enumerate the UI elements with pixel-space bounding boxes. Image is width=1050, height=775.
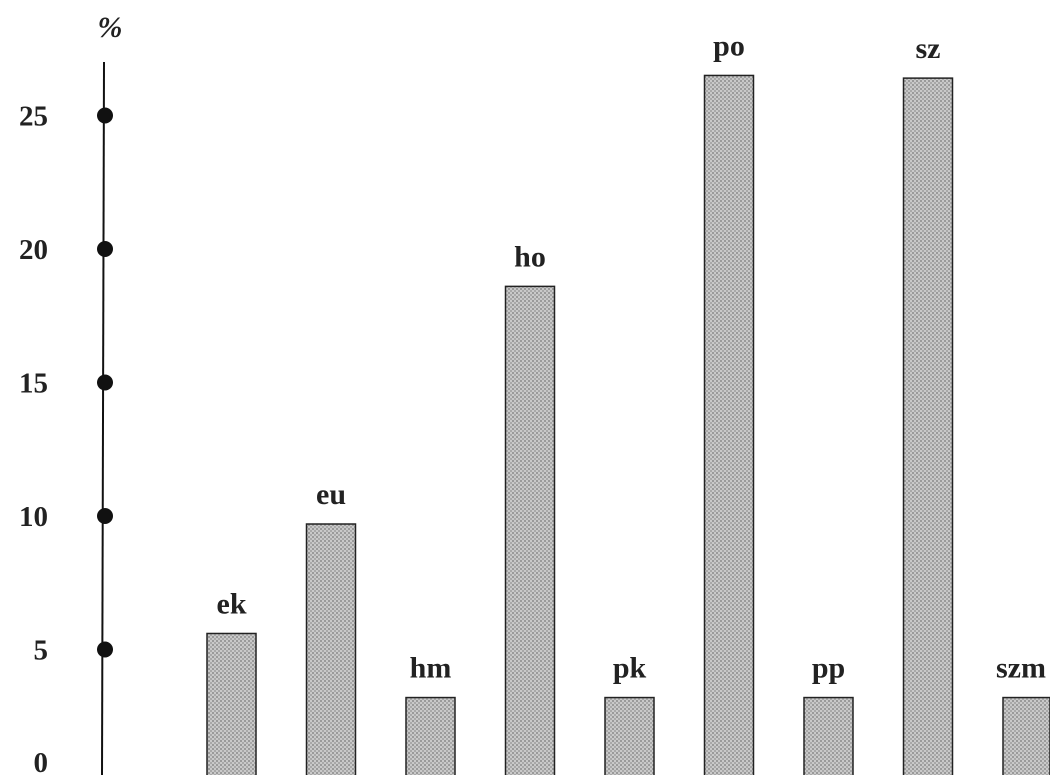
y-axis-line [101, 61, 105, 775]
y-tick-label: 20 [19, 234, 48, 266]
bar-sz [902, 77, 954, 775]
bar-label-ho: ho [514, 240, 546, 273]
bar-label-ek: ek [217, 587, 247, 620]
bar-po [703, 74, 755, 775]
bar-label-sz: sz [916, 32, 941, 65]
y-tick-label: 0 [34, 747, 49, 775]
bar-label-pk: pk [613, 652, 647, 685]
bar-ek [206, 632, 257, 775]
bar-pp [803, 696, 854, 775]
y-tick-label: 5 [34, 635, 49, 667]
bar-hm [405, 696, 456, 775]
bar-label-po: po [713, 29, 745, 62]
y-axis-unit-label: % [98, 11, 123, 44]
y-tick-marker [97, 107, 113, 124]
y-tick-marker [97, 241, 113, 257]
bar-szm [1002, 696, 1050, 775]
bar-labels: ek eu hm ho pk po pp sz szm [217, 29, 1047, 684]
bars [206, 74, 1050, 775]
bar-ho [504, 285, 556, 775]
bar-label-eu: eu [316, 478, 346, 511]
y-axis: % 0 5 10 15 20 25 [19, 11, 123, 775]
bar-pk [604, 696, 655, 775]
y-tick-label: 25 [19, 101, 48, 133]
y-tick-marker [97, 508, 113, 524]
bar-label-hm: hm [410, 652, 452, 685]
bar-label-pp: pp [812, 652, 845, 685]
y-tick-marker [97, 641, 113, 658]
bar-eu [305, 523, 357, 775]
y-tick-label: 15 [19, 368, 48, 400]
y-tick-label: 10 [19, 501, 48, 533]
bar-label-szm: szm [996, 652, 1046, 685]
y-tick-marker [97, 374, 113, 391]
